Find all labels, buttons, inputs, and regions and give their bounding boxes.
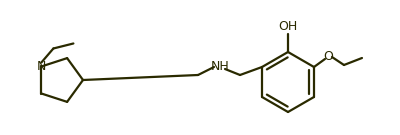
Text: NH: NH [211,60,229,73]
Text: N: N [37,60,46,73]
Text: O: O [323,50,333,63]
Text: OH: OH [278,21,298,33]
